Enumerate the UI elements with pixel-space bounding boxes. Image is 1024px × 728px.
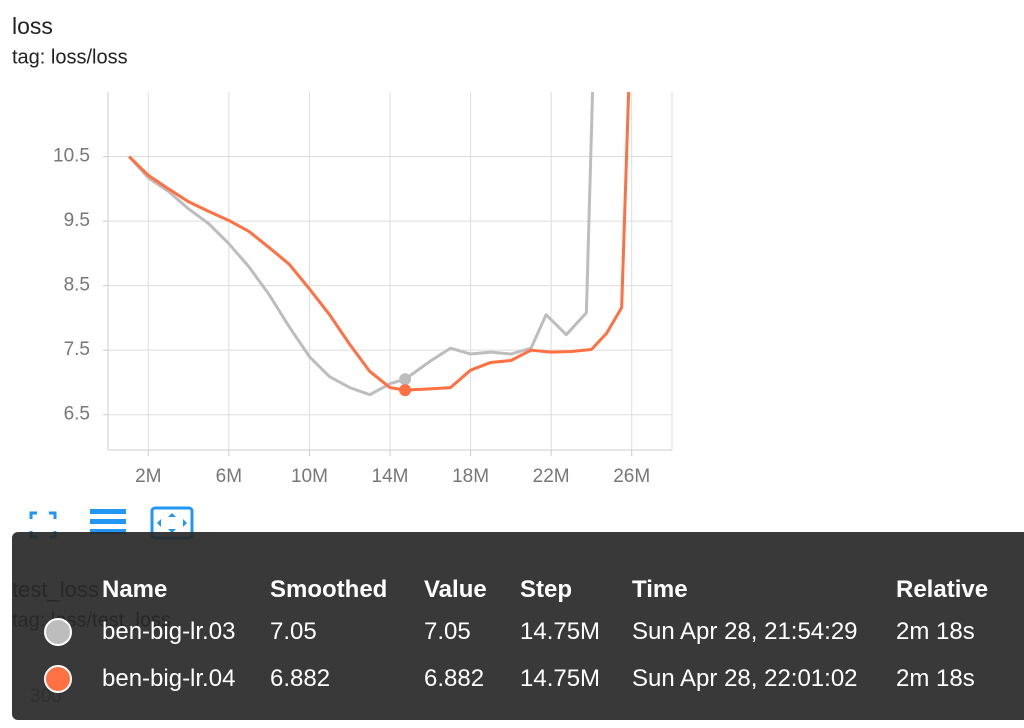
tooltip-header: Time bbox=[632, 576, 688, 603]
tooltip-cell: 2m 18s bbox=[896, 618, 975, 645]
tooltip-cell: 14.75M bbox=[520, 665, 601, 692]
tooltip-cell: 2m 18s bbox=[896, 665, 975, 692]
tooltip-cell: ben-big-lr.03 bbox=[102, 618, 236, 645]
run-color-dot bbox=[44, 665, 72, 693]
tooltip-header: Relative bbox=[896, 576, 989, 603]
x-tick-label: 18M bbox=[452, 466, 489, 487]
y-tick-label: 8.5 bbox=[64, 275, 90, 296]
run-color-dot bbox=[44, 618, 72, 646]
x-tick-label: 2M bbox=[135, 466, 161, 487]
toggle-log-icon[interactable] bbox=[90, 509, 126, 534]
y-tick-label: 6.5 bbox=[64, 404, 90, 425]
tooltip-cell: 6.882 bbox=[270, 665, 331, 692]
hover-point bbox=[399, 373, 412, 386]
chart-subtitle: tag: loss/loss bbox=[12, 46, 128, 68]
chart-title: loss bbox=[12, 13, 53, 39]
tooltip-cell: ben-big-lr.04 bbox=[102, 665, 236, 692]
plot-lines bbox=[128, 92, 631, 397]
tooltip-cell: 7.05 bbox=[270, 618, 317, 645]
tooltip: Name Smoothed Value Step Time Relative ben-big… bbox=[12, 532, 1024, 720]
tooltip-cell: Sun Apr 28, 21:54:29 bbox=[632, 618, 858, 645]
x-tick-label: 10M bbox=[291, 466, 328, 487]
y-tick-label: 9.5 bbox=[64, 210, 90, 231]
tooltip-header: Step bbox=[520, 576, 573, 603]
x-tick-label: 22M bbox=[533, 466, 570, 487]
series-line bbox=[128, 92, 631, 392]
x-tick-label: 14M bbox=[372, 466, 409, 487]
y-tick-label: 7.5 bbox=[64, 339, 90, 360]
y-tick-label: 10.5 bbox=[53, 146, 90, 167]
tooltip-cell: 14.75M bbox=[520, 618, 601, 645]
hover-point bbox=[399, 384, 412, 397]
tooltip-cell: Sun Apr 28, 22:01:02 bbox=[632, 665, 858, 692]
x-tick-label: 26M bbox=[613, 466, 650, 487]
tooltip-header: Name bbox=[102, 576, 168, 603]
expand-icon[interactable] bbox=[29, 511, 57, 539]
x-tick-label: 6M bbox=[216, 466, 242, 487]
tooltip-header: Smoothed bbox=[270, 576, 388, 603]
series-line bbox=[128, 92, 595, 397]
tooltip-cell: 6.882 bbox=[424, 665, 485, 692]
tooltip-header: Value bbox=[424, 576, 487, 603]
tooltip-cell: 7.05 bbox=[424, 618, 471, 645]
